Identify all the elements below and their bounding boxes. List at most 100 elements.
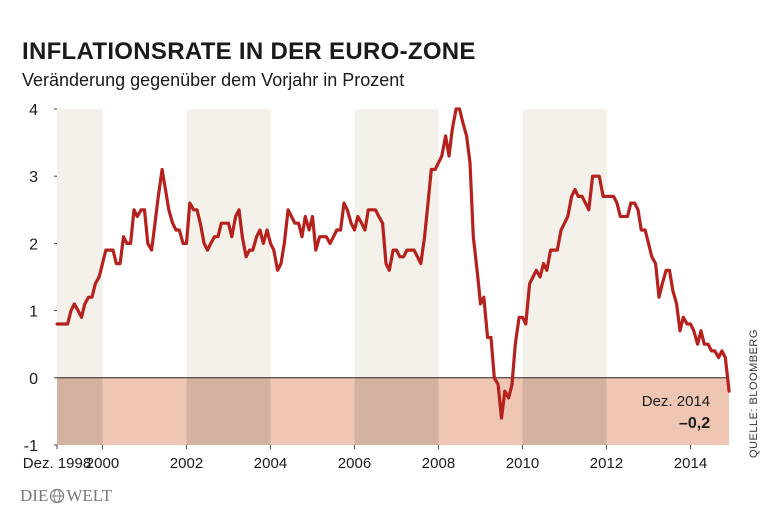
data-point (301, 236, 303, 238)
data-point (571, 195, 573, 197)
data-point (385, 262, 387, 265)
data-point (441, 155, 443, 157)
x-tick-label: 2000 (86, 455, 119, 472)
data-point (298, 222, 300, 224)
data-point (70, 310, 72, 312)
data-point (616, 202, 618, 204)
data-point (287, 209, 289, 211)
data-point (560, 229, 562, 231)
data-point (122, 236, 125, 238)
data-point (451, 128, 453, 130)
data-point (189, 202, 191, 204)
data-point (592, 175, 594, 177)
data-point (172, 222, 174, 224)
shaded-band (186, 109, 271, 378)
data-point (182, 242, 184, 244)
data-point (445, 135, 447, 137)
y-tick-label: 1 (29, 304, 38, 321)
data-point (91, 296, 93, 298)
data-point (630, 202, 632, 204)
data-point (553, 249, 555, 251)
data-point (262, 242, 264, 244)
negative-shaded-band (354, 377, 439, 445)
data-point (700, 330, 702, 332)
data-point (518, 316, 520, 318)
data-point (88, 296, 90, 298)
data-point (546, 269, 548, 271)
data-point (504, 390, 506, 392)
data-point (203, 242, 205, 244)
data-point (154, 222, 156, 224)
data-point (319, 236, 321, 238)
data-point (357, 215, 359, 218)
annotation-group: Dez. 2014 –0,2 (642, 393, 710, 432)
data-point (168, 209, 170, 211)
data-point (686, 323, 688, 325)
data-point (588, 209, 590, 211)
data-point (623, 215, 625, 218)
data-point (290, 215, 293, 218)
data-point (479, 303, 482, 305)
shaded-band (522, 109, 607, 378)
x-tick-label: 2002 (170, 455, 203, 472)
data-point (529, 283, 531, 285)
x-tick-label: 2014 (674, 455, 707, 472)
data-point (574, 189, 576, 191)
data-point (525, 323, 527, 325)
data-point (367, 209, 369, 211)
data-point (273, 249, 275, 251)
x-tick-label: 2008 (422, 455, 455, 472)
data-point (136, 215, 138, 218)
data-point (329, 242, 331, 244)
data-point (462, 121, 464, 124)
source-label: QUELLE: BLOOMBERG (748, 329, 760, 458)
data-point (151, 249, 153, 251)
data-point (109, 249, 111, 251)
data-point (721, 350, 723, 352)
shaded-band (354, 109, 439, 378)
data-point (378, 215, 380, 218)
data-point (63, 323, 65, 325)
data-point (640, 229, 642, 231)
data-point (392, 249, 394, 251)
data-point (689, 323, 692, 325)
data-point (634, 202, 636, 204)
data-point (728, 390, 730, 392)
data-point (497, 383, 499, 386)
data-point (577, 195, 579, 197)
data-point (424, 236, 426, 238)
data-point (325, 236, 327, 238)
data-point (697, 343, 699, 345)
data-point (388, 269, 390, 271)
data-point (374, 209, 377, 211)
data-point (434, 168, 436, 171)
data-point (637, 209, 639, 211)
series-line-group (55, 107, 731, 420)
data-point (567, 215, 569, 218)
data-point (710, 350, 713, 352)
inflation-series-line (55, 107, 731, 420)
data-point (416, 256, 419, 258)
data-point (252, 249, 254, 251)
data-point (539, 276, 541, 278)
data-point (304, 215, 306, 218)
y-tick-label: 0 (29, 371, 38, 388)
data-point (581, 195, 583, 197)
data-point (161, 168, 163, 171)
data-point (644, 229, 646, 231)
data-point (308, 229, 310, 231)
data-point (361, 222, 363, 224)
data-point (448, 155, 450, 157)
data-point (235, 215, 237, 218)
negative-shaded-band (522, 377, 607, 445)
data-point (185, 242, 188, 244)
data-point (115, 262, 117, 265)
data-point (178, 229, 180, 231)
data-point (67, 323, 69, 325)
data-point (676, 303, 678, 305)
data-point (238, 209, 240, 211)
data-point (220, 222, 222, 224)
data-point (143, 209, 146, 211)
data-point (294, 222, 296, 224)
